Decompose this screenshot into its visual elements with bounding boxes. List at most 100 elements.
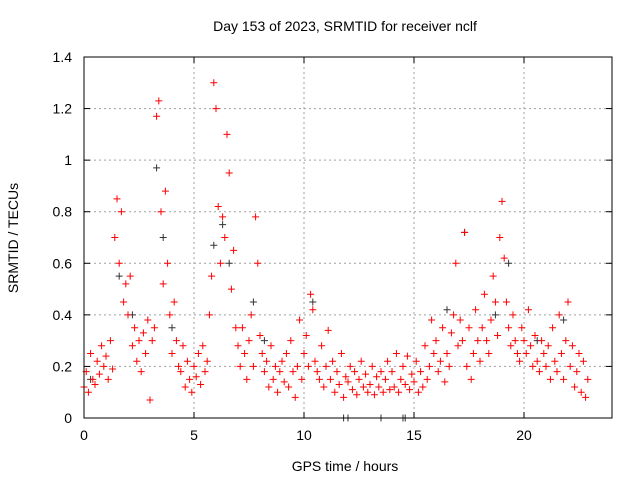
point-red [157,208,165,216]
point-red [505,324,513,332]
point-red [529,362,537,370]
point-red [313,368,321,376]
point-red [269,375,277,383]
point-red [337,350,345,358]
point-red [254,259,262,267]
point-red [384,357,392,365]
point-red [278,357,286,365]
point-red [150,324,158,332]
point-red [124,311,132,319]
point-red [414,388,422,396]
point-red [351,368,359,376]
point-red [320,383,328,391]
point-red [544,342,552,350]
point-red [344,378,352,386]
point-red [115,259,123,267]
point-red [498,197,506,205]
y-tick-label: 0.2 [53,358,73,374]
point-red [111,234,119,241]
point-red [568,342,576,350]
point-red [265,383,273,391]
plot-frame [83,56,613,419]
point-red [199,342,207,350]
point-red [441,378,449,386]
point-black [309,298,317,306]
point-red [381,375,389,383]
point-red [461,228,469,236]
point-red [84,388,92,396]
point-red [560,375,568,383]
point-red [467,375,475,383]
point-red [307,290,315,298]
point-red [172,337,180,345]
y-axis-label: SRMTID / TECUs [5,183,21,293]
point-red [535,368,543,376]
point-red [329,357,337,365]
point-red [91,380,99,388]
point-red [388,368,396,376]
point-red [452,259,460,267]
point-red [359,383,367,391]
point-red [333,368,341,376]
point-red [419,383,427,391]
point-red [474,337,482,345]
point-black [210,241,218,249]
point-red [502,298,510,306]
point-red [522,350,530,358]
point-red [113,195,121,203]
point-black [260,337,268,345]
point-red [175,362,183,370]
point-red [311,357,319,365]
x-tick-label: 20 [516,427,532,443]
point-red [236,362,244,370]
point-red [386,386,394,394]
x-tick-label: 5 [190,427,198,443]
point-red [216,259,224,267]
point-red [516,357,524,365]
point-red [524,306,532,314]
point-black [115,272,123,280]
point-red [346,362,354,370]
point-red [139,329,147,337]
point-red [373,373,381,381]
point-red [520,337,528,345]
point-red [122,280,130,288]
point-red [549,324,557,332]
point-red [168,350,176,358]
point-red [87,350,95,358]
point-red [205,311,213,319]
point-red [463,362,471,370]
point-red [276,368,284,376]
point-red [117,208,125,216]
point-red [309,306,317,314]
point-red [472,306,480,314]
point-red [190,362,198,370]
point-red [434,368,442,376]
point-red [197,380,205,388]
point-red [555,311,563,319]
point-red [126,272,134,280]
x-axis-label: GPS time / hours [292,458,399,474]
point-red [258,350,266,358]
point-red [256,331,264,339]
point-red [357,357,365,365]
point-black [168,324,176,332]
point-red [166,311,174,319]
point-red [300,350,308,358]
point-red [340,393,348,401]
point-red [366,380,374,388]
point-red [445,362,453,370]
point-red [480,290,488,298]
point-red [201,368,209,376]
x-tick-label: 10 [296,427,312,443]
point-red [432,337,440,345]
point-red [148,337,156,345]
point-red [509,311,517,319]
point-red [439,324,447,332]
point-red [553,368,561,376]
point-red [285,383,293,391]
point-red [410,378,418,386]
point-red [142,350,150,358]
point-red [406,386,414,394]
point-red [93,357,101,365]
